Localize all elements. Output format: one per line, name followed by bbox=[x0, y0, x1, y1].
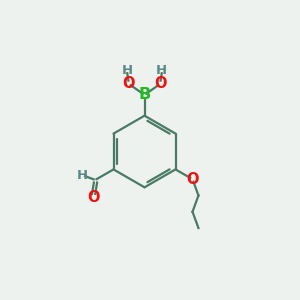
Text: H: H bbox=[122, 64, 133, 77]
Text: O: O bbox=[122, 76, 135, 91]
Text: H: H bbox=[156, 64, 167, 77]
Text: O: O bbox=[87, 190, 100, 205]
Text: H: H bbox=[77, 169, 88, 182]
Text: O: O bbox=[186, 172, 199, 187]
Text: O: O bbox=[154, 76, 167, 91]
Text: B: B bbox=[138, 87, 151, 102]
